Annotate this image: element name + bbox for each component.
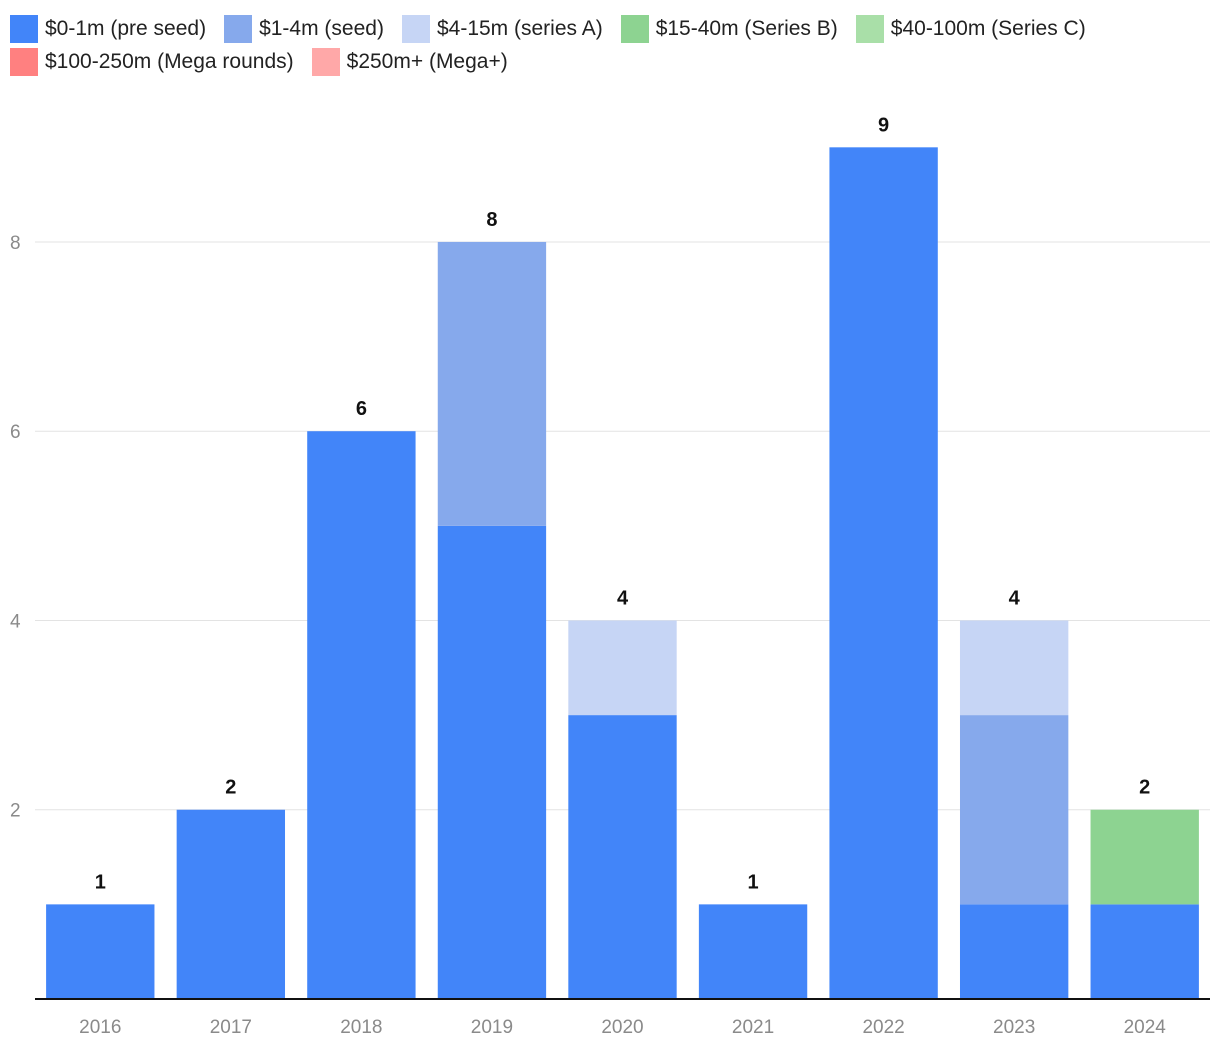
- y-tick-label: 6: [10, 422, 21, 443]
- bar-segment[interactable]: [568, 715, 677, 999]
- legend-label: $4-15m (series A): [436, 16, 603, 40]
- bar-total-label: 6: [356, 398, 367, 420]
- legend-item-series-c[interactable]: $40-100m (Series C): [855, 14, 1086, 43]
- y-tick-label: 4: [10, 611, 21, 632]
- bar-totals: 1 2 6 8 4 1 9 4 2: [95, 114, 1151, 893]
- x-tick-label: 2022: [862, 1017, 904, 1038]
- bar-segment[interactable]: [959, 715, 1069, 905]
- bar-total-label: 4: [1009, 587, 1021, 609]
- legend-row: $100-250m (Mega rounds) $250m+ (Mega+): [10, 45, 1210, 78]
- legend-item-mega-rounds[interactable]: $100-250m (Mega rounds): [10, 47, 294, 76]
- x-tick-label: 2020: [601, 1017, 643, 1038]
- chart-legend: $0-1m (pre seed) $1-4m (seed) $4-15m (se…: [10, 12, 1210, 78]
- bar-segment[interactable]: [46, 904, 155, 999]
- legend-label: $15-40m (Series B): [655, 16, 838, 40]
- legend-item-series-b[interactable]: $15-40m (Series B): [620, 14, 838, 43]
- x-tick-label: 2023: [993, 1017, 1035, 1038]
- y-axis-ticks: 2 4 6 8: [10, 233, 21, 822]
- bar-segment[interactable]: [829, 147, 938, 999]
- x-tick-label: 2018: [340, 1017, 382, 1038]
- legend-swatch: [620, 14, 649, 43]
- bar-segment[interactable]: [437, 241, 547, 526]
- bar-total-label: 9: [878, 114, 889, 136]
- bar-total-label: 1: [95, 871, 106, 893]
- legend-item-mega-plus[interactable]: $250m+ (Mega+): [311, 47, 508, 76]
- bar-segment[interactable]: [959, 904, 1069, 999]
- legend-swatch: [311, 47, 340, 76]
- bar-segment[interactable]: [568, 620, 677, 716]
- x-axis-ticks: 2016 2017 2018 2019 2020 2021 2022 2023 2024: [79, 1017, 1166, 1038]
- bar-segment[interactable]: [176, 809, 286, 999]
- legend-row: $0-1m (pre seed) $1-4m (seed) $4-15m (se…: [10, 12, 1210, 45]
- legend-swatch: [224, 14, 253, 43]
- x-tick-label: 2021: [732, 1017, 774, 1038]
- x-tick-label: 2017: [210, 1017, 252, 1038]
- bars: [46, 147, 1199, 999]
- bar-segment[interactable]: [959, 620, 1069, 716]
- legend-label: $0-1m (pre seed): [45, 16, 207, 40]
- legend-item-pre-seed[interactable]: $0-1m (pre seed): [10, 14, 207, 43]
- x-tick-label: 2024: [1124, 1017, 1167, 1038]
- legend-label: $1-4m (seed): [259, 16, 384, 40]
- legend-item-seed[interactable]: $1-4m (seed): [224, 14, 384, 43]
- bar-total-label: 8: [486, 209, 497, 231]
- legend-label: $100-250m (Mega rounds): [45, 49, 294, 73]
- bar-segment[interactable]: [307, 431, 416, 999]
- bar-segment[interactable]: [1090, 809, 1199, 905]
- bar-total-label: 2: [1139, 777, 1150, 799]
- bar-segment[interactable]: [437, 525, 547, 999]
- bar-total-label: 2: [225, 777, 236, 799]
- legend-swatch: [401, 14, 430, 43]
- legend-item-series-a[interactable]: $4-15m (series A): [401, 14, 603, 43]
- legend-swatch: [10, 47, 38, 76]
- bar-total-label: 4: [617, 587, 629, 609]
- legend-label: $40-100m (Series C): [890, 16, 1086, 40]
- legend-label: $250m+ (Mega+): [346, 49, 508, 73]
- x-tick-label: 2016: [79, 1017, 121, 1038]
- y-tick-label: 8: [10, 233, 21, 254]
- y-tick-label: 2: [10, 801, 21, 822]
- bar-segment[interactable]: [1090, 904, 1199, 999]
- legend-swatch: [855, 14, 884, 43]
- legend-swatch: [10, 14, 38, 43]
- x-tick-label: 2019: [471, 1017, 513, 1038]
- bar-segment[interactable]: [698, 904, 808, 999]
- bar-total-label: 1: [747, 871, 758, 893]
